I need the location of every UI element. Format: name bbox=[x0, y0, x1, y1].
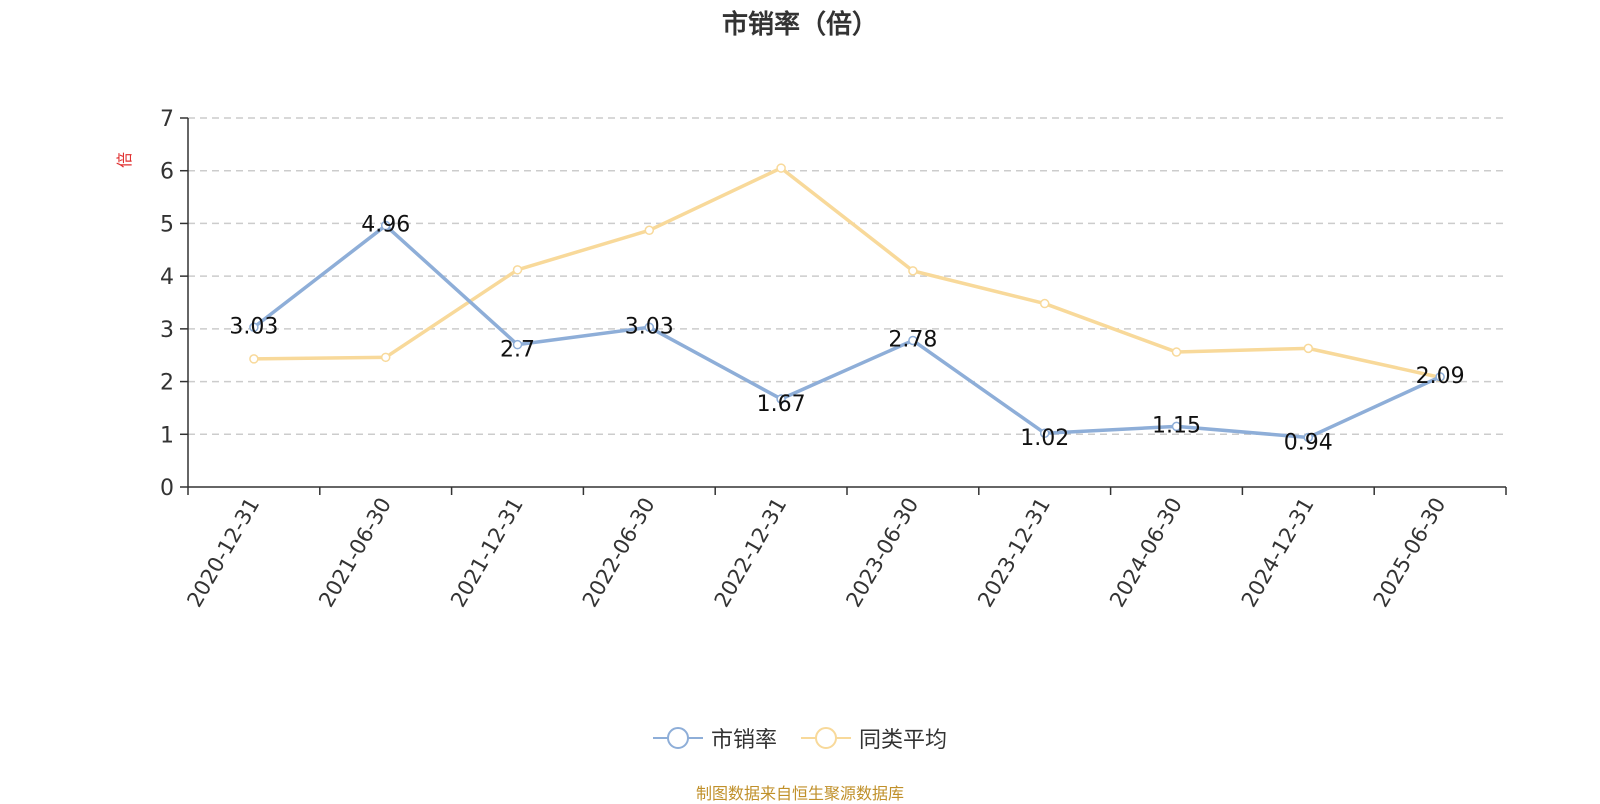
legend-marker-series-1 bbox=[652, 727, 703, 749]
data-labels: 3.03 4.96 2.7 3.03 1.67 2.78 1.02 1.15 0.94 2.09 bbox=[229, 213, 1464, 456]
legend-label-series-2: 同类平均 bbox=[859, 728, 948, 753]
y-tick-label-3: 3 bbox=[160, 318, 174, 343]
data-label-2024-12-31: 0.94 bbox=[1284, 430, 1333, 455]
y-tick-label-5: 5 bbox=[160, 212, 174, 237]
series-1-point-2022-12-31[interactable] bbox=[776, 394, 786, 404]
y-tick-label-7: 7 bbox=[160, 107, 174, 132]
data-label-2021-12-31: 2.7 bbox=[500, 338, 535, 363]
grid-lines bbox=[188, 117, 1506, 436]
series-1-point-2023-06-30[interactable] bbox=[908, 335, 918, 346]
legend-label-series-1: 市销率 bbox=[710, 728, 777, 753]
y-tick-label-4: 4 bbox=[160, 265, 174, 290]
data-label-2021-06-30: 4.96 bbox=[361, 213, 410, 238]
series-2-point-2024-12-31[interactable] bbox=[1303, 343, 1314, 354]
data-label-2023-06-30: 2.78 bbox=[888, 327, 937, 352]
data-label-2024-06-30: 1.15 bbox=[1152, 413, 1201, 438]
series-2-point-2023-12-31[interactable] bbox=[1039, 298, 1050, 309]
x-tick-label-2021-12-31: 2021-12-31 bbox=[446, 494, 528, 612]
series-1-point-2024-06-30[interactable] bbox=[1171, 421, 1182, 432]
y-axis-unit-label: 倍 bbox=[115, 152, 134, 168]
series-1-point-2023-12-31[interactable] bbox=[1039, 428, 1050, 438]
series-lines bbox=[249, 163, 1445, 443]
data-label-2022-06-30: 3.03 bbox=[625, 314, 674, 339]
series-2-point-2022-06-30[interactable] bbox=[644, 225, 655, 236]
x-tick-label-2024-12-31: 2024-12-31 bbox=[1237, 494, 1319, 612]
x-tick-label-2023-12-31: 2023-12-31 bbox=[973, 494, 1055, 612]
series-1-point-2020-12-31[interactable] bbox=[249, 322, 259, 333]
data-label-2020-12-31: 3.03 bbox=[229, 314, 278, 339]
series-line-1 bbox=[252, 223, 1441, 440]
series-1-point-2022-06-30[interactable] bbox=[644, 322, 655, 333]
data-label-2022-12-31: 1.67 bbox=[757, 392, 806, 417]
series-1-point-2021-12-31[interactable] bbox=[512, 339, 523, 350]
x-tick-label-2023-06-30: 2023-06-30 bbox=[841, 494, 923, 612]
legend: 市销率 同类平均 bbox=[0, 722, 1600, 754]
series-1-point-2025-06-30[interactable] bbox=[1435, 372, 1445, 382]
series-2-point-2022-12-31[interactable] bbox=[776, 163, 786, 173]
x-tick-label-2025-06-30: 2025-06-30 bbox=[1369, 494, 1451, 612]
data-label-2023-12-31: 1.02 bbox=[1020, 426, 1069, 451]
legend-marker-series-2 bbox=[801, 727, 851, 749]
x-tick-label-2024-06-30: 2024-06-30 bbox=[1105, 494, 1187, 612]
series-2-point-2020-12-31[interactable] bbox=[249, 354, 259, 364]
data-label-2025-06-30: 2.09 bbox=[1416, 364, 1465, 389]
legend-item-series-1[interactable]: 市销率 bbox=[652, 722, 777, 754]
y-tick-label-0: 0 bbox=[160, 476, 174, 501]
series-1-point-2021-06-30[interactable] bbox=[380, 220, 391, 231]
series-1-point-2024-12-31[interactable] bbox=[1303, 432, 1314, 443]
series-2-point-2023-06-30[interactable] bbox=[908, 266, 918, 276]
x-tick-label-2020-12-31: 2020-12-31 bbox=[182, 494, 264, 612]
source-note: 制图数据来自恒生聚源数据库 bbox=[695, 784, 904, 803]
chart-title: 市销率（倍） bbox=[721, 10, 878, 40]
y-tick-label-6: 6 bbox=[160, 160, 174, 185]
series-line-2 bbox=[253, 166, 1441, 380]
series-2-point-2021-12-31[interactable] bbox=[512, 265, 523, 275]
x-tick-label-2022-12-31: 2022-12-31 bbox=[710, 494, 792, 612]
legend-item-series-2[interactable]: 同类平均 bbox=[801, 722, 947, 754]
y-tick-label-1: 1 bbox=[160, 423, 174, 448]
x-tick-label-2021-06-30: 2021-06-30 bbox=[314, 494, 396, 612]
y-tick-label-2: 2 bbox=[160, 371, 174, 396]
series-2-point-2024-06-30[interactable] bbox=[1171, 347, 1182, 357]
x-tick-label-2022-06-30: 2022-06-30 bbox=[578, 494, 660, 612]
series-2-point-2021-06-30[interactable] bbox=[380, 352, 391, 363]
